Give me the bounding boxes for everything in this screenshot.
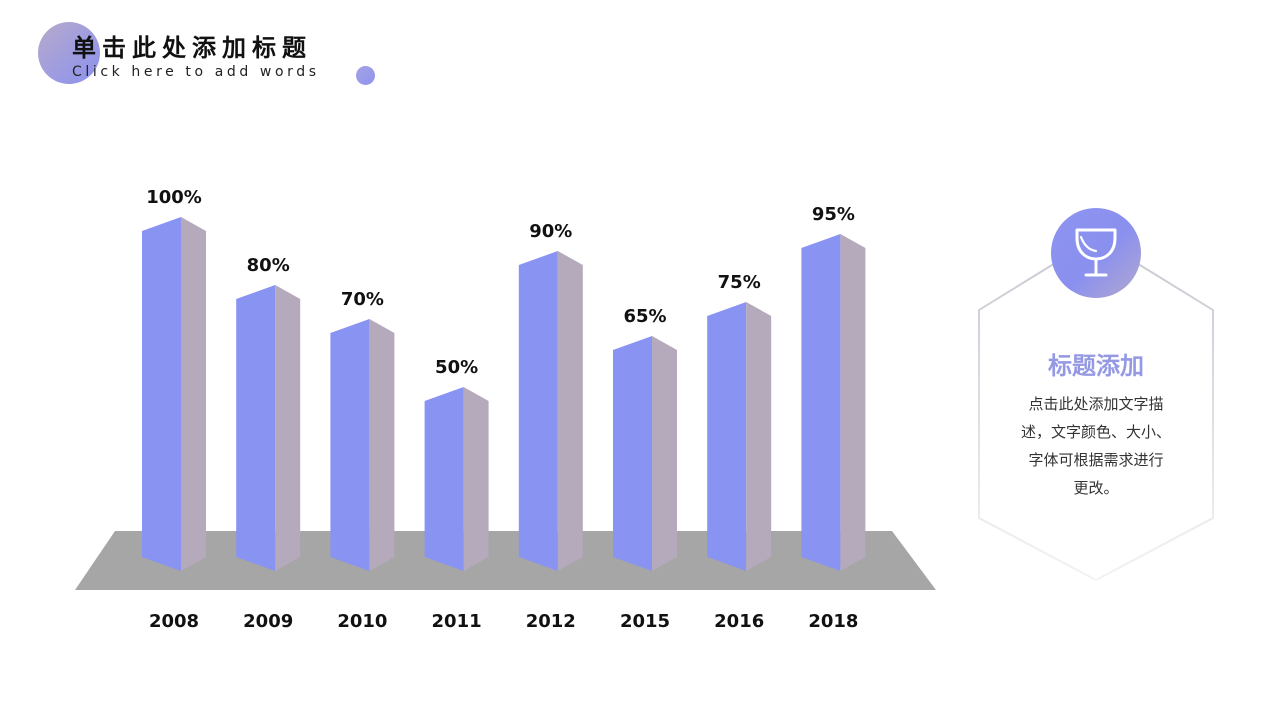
decorative-circle-large: [38, 22, 100, 84]
category-label: 2008: [149, 611, 199, 632]
bar-front: [236, 285, 276, 571]
bar-side: [840, 234, 866, 571]
page-title[interactable]: 单击此处添加标题: [72, 34, 312, 62]
bar-front: [330, 319, 370, 571]
bar-front: [518, 251, 558, 571]
bar-side: [746, 302, 772, 571]
bar-side: [463, 387, 489, 571]
value-label: 90%: [529, 221, 572, 242]
info-line: 更改。: [1073, 479, 1119, 497]
value-label: 65%: [623, 306, 666, 327]
bar-front: [424, 387, 464, 571]
bar-2010[interactable]: [330, 319, 395, 571]
bar-side: [275, 285, 301, 571]
bar-2018[interactable]: [801, 234, 866, 571]
labels-group: 100% 2008 80% 2009 70% 2010 50% 2011 90% 2012 65% 2…: [146, 187, 858, 632]
bar-side: [369, 319, 395, 571]
category-label: 2010: [337, 611, 387, 632]
category-label: 2016: [714, 611, 764, 632]
category-label: 2012: [526, 611, 576, 632]
info-line: 点击此处添加文字描: [1028, 395, 1164, 413]
bar-chart: 100% 2008 80% 2009 70% 2010 50% 2011 90% 2012 65% 2…: [75, 187, 936, 632]
value-label: 50%: [435, 357, 478, 378]
bar-2009[interactable]: [236, 285, 301, 571]
bar-2015[interactable]: [613, 336, 677, 571]
bar-side: [652, 336, 677, 571]
bar-side: [557, 251, 583, 571]
info-description[interactable]: 点击此处添加文字描 述，文字颜色、大小、 字体可根据需求进行 更改。: [1010, 390, 1182, 502]
value-label: 80%: [247, 255, 290, 276]
bar-side: [181, 217, 206, 571]
page-subtitle[interactable]: Click here to add words: [72, 64, 320, 80]
value-label: 70%: [341, 289, 384, 310]
hexagon-frame: [978, 236, 1214, 580]
category-label: 2015: [620, 611, 670, 632]
category-label: 2018: [808, 611, 858, 632]
bar-2012[interactable]: [518, 251, 583, 571]
bar-front: [707, 302, 747, 571]
bar-2011[interactable]: [424, 387, 489, 571]
value-label: 75%: [718, 272, 761, 293]
value-label: 100%: [146, 187, 202, 208]
value-label: 95%: [812, 204, 855, 225]
info-panel: 标题添加 点击此处添加文字描 述，文字颜色、大小、 字体可根据需求进行 更改。: [970, 200, 1230, 580]
trophy-badge: [1051, 208, 1141, 298]
trophy-icon: [1075, 228, 1117, 277]
category-label: 2011: [432, 611, 482, 632]
info-line: 字体可根据需求进行: [1028, 451, 1164, 469]
decorative-circle-small: [356, 66, 375, 85]
bar-front: [613, 336, 652, 571]
bar-front: [801, 234, 841, 571]
bar-2016[interactable]: [707, 302, 772, 571]
bars-group: [142, 217, 866, 571]
bar-front: [142, 217, 181, 571]
info-heading[interactable]: 标题添加: [1048, 352, 1144, 380]
category-label: 2009: [243, 611, 293, 632]
bar-2008[interactable]: [142, 217, 206, 571]
info-line: 述，文字颜色、大小、: [1020, 423, 1171, 441]
